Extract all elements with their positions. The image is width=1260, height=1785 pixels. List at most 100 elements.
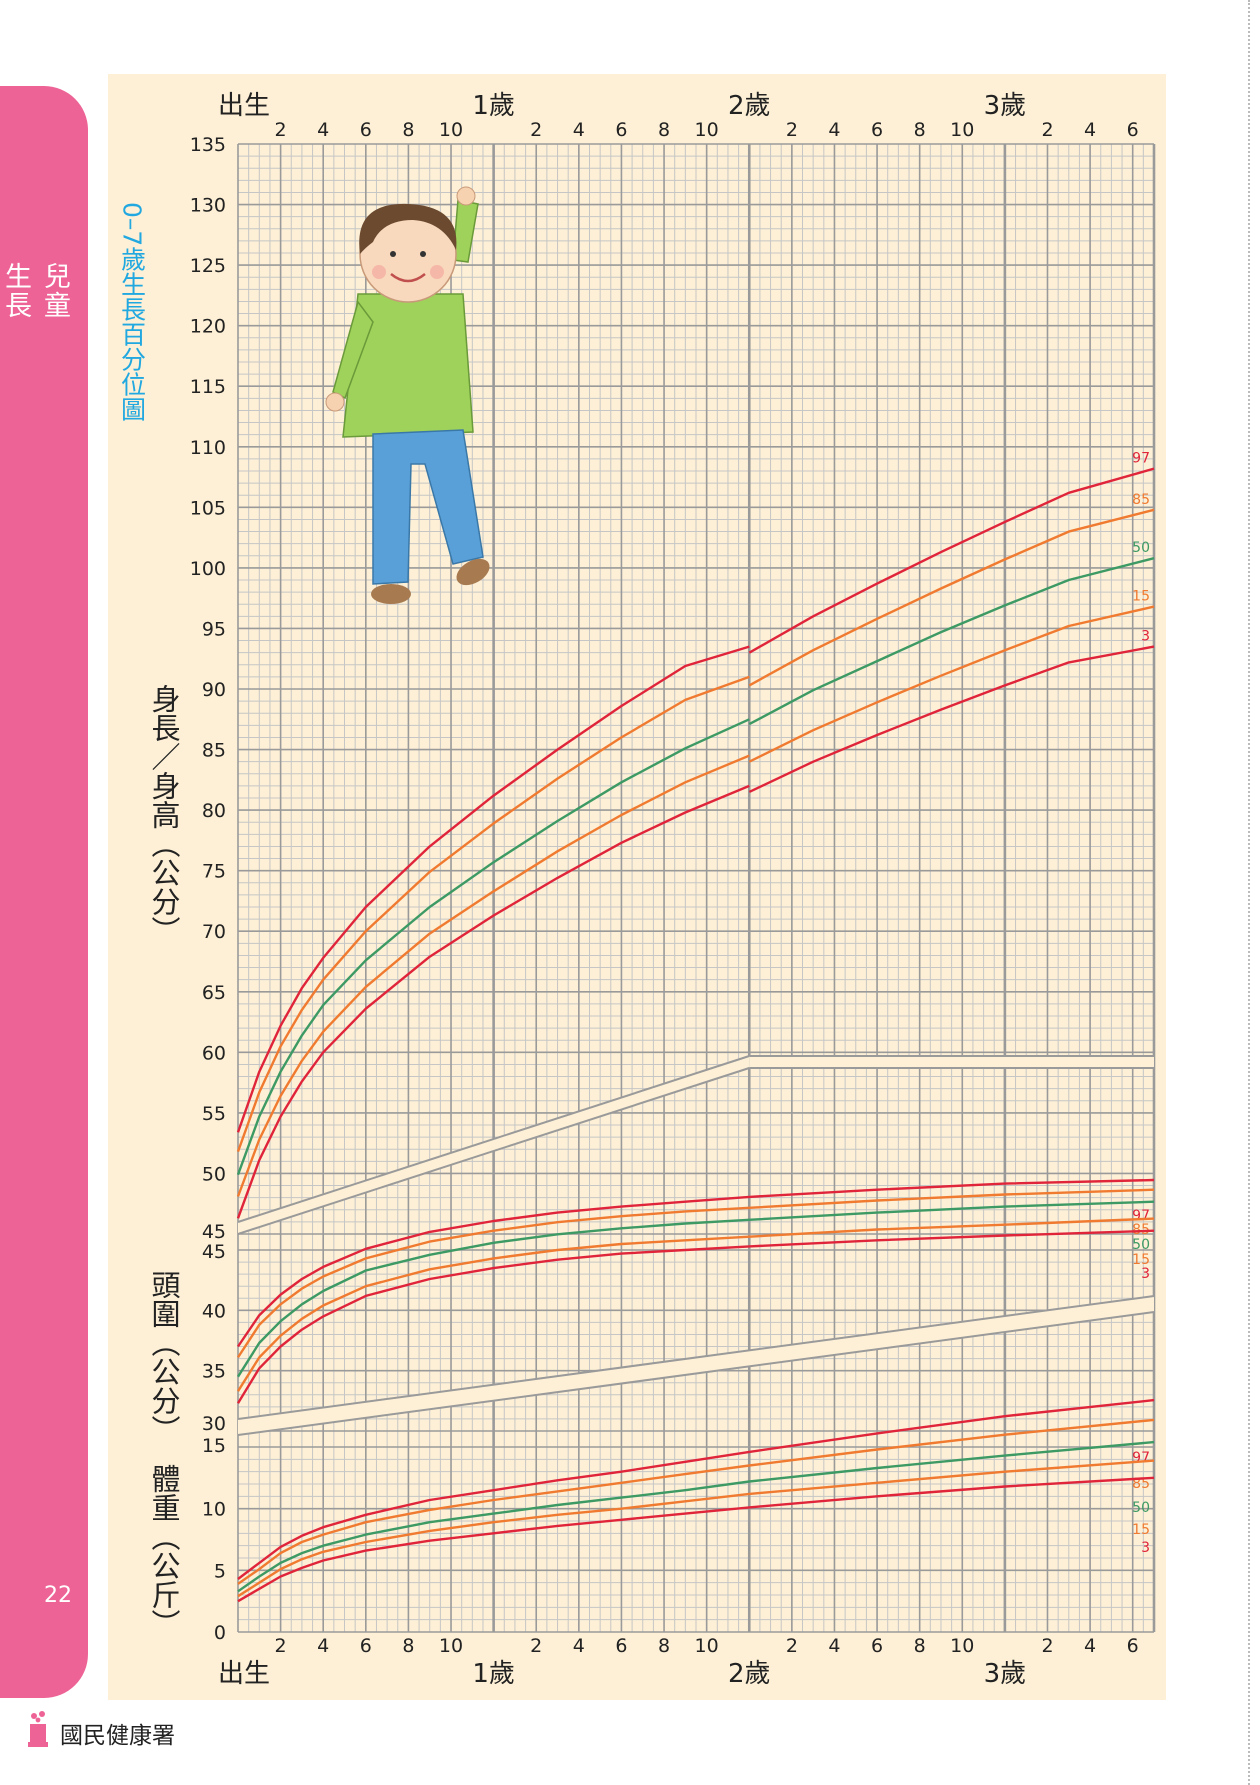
separator-ribbon-left-fill [238, 1056, 750, 1234]
length-axis-label: 身長／身高（公分） [147, 684, 181, 945]
x-tick-label-top: 2 [786, 119, 798, 141]
x-tick-label-bottom: 10 [695, 1635, 719, 1657]
boy-left-cheek [372, 265, 386, 279]
x-tick-label-bottom: 6 [360, 1635, 372, 1657]
length-percentile-label-3: 3 [1141, 629, 1150, 645]
head-curve-p85 [236, 1188, 1155, 1359]
x-tick-label-bottom: 10 [439, 1635, 463, 1657]
weight-percentile-label-15: 15 [1132, 1522, 1150, 1538]
weight-curve-p3 [237, 1476, 1155, 1603]
age-label-top: 出生 [218, 91, 270, 121]
x-tick-label-top: 10 [950, 119, 974, 141]
sidebar-tab [0, 86, 88, 1698]
head-y-tick-label: 40 [202, 1300, 226, 1322]
age-label-bottom: 出生 [218, 1659, 270, 1689]
x-tick-label-top: 2 [275, 119, 287, 141]
x-tick-label-top: 2 [530, 119, 542, 141]
length-percentile-label-15: 15 [1132, 589, 1150, 605]
weight-curve-p15 [237, 1459, 1155, 1598]
weight-percentile-label-50: 50 [1132, 1500, 1150, 1516]
weight-percentile-label-3: 3 [1141, 1540, 1150, 1556]
x-tick-label-top: 8 [658, 119, 670, 141]
length-curve-p97 [748, 467, 1155, 654]
length-y-tick-label: 110 [190, 437, 226, 459]
length-curve-p50 [748, 557, 1155, 726]
boy-smile [390, 273, 426, 283]
length-y-tick-label: 100 [190, 558, 226, 580]
x-tick-label-top: 6 [615, 119, 627, 141]
length-curve-p3 [748, 645, 1155, 793]
weight-curve-p97 [237, 1398, 1155, 1580]
head-percentile-label-15: 15 [1132, 1252, 1150, 1268]
age-label-top: 1歲 [472, 91, 515, 121]
x-tick-label-top: 10 [439, 119, 463, 141]
boy-right-cheek [430, 265, 444, 279]
x-tick-label-top: 6 [360, 119, 372, 141]
length-y-tick-label: 135 [190, 134, 226, 156]
x-tick-label-bottom: 8 [402, 1635, 414, 1657]
boy-hand [456, 186, 476, 206]
page-number: 22 [44, 1583, 72, 1608]
head-percentile-label-50: 50 [1132, 1237, 1150, 1253]
boy-right-eye [420, 251, 426, 257]
x-tick-label-bottom: 2 [530, 1635, 542, 1657]
length-y-tick-label: 105 [190, 497, 226, 519]
x-tick-label-top: 4 [828, 119, 840, 141]
length-curve-p85 [748, 508, 1155, 687]
x-tick-label-bottom: 8 [914, 1635, 926, 1657]
boy-hair [359, 203, 457, 254]
head-y-tick-label: 30 [202, 1413, 226, 1435]
length-y-tick-label: 130 [190, 195, 226, 217]
head-curve-p15 [236, 1217, 1155, 1392]
separator-ribbon-left-edge [237, 1055, 750, 1223]
length-y-tick-label: 90 [202, 679, 226, 701]
x-tick-label-top: 6 [1127, 119, 1139, 141]
length-y-tick-label: 115 [190, 376, 226, 398]
x-tick-label-bottom: 8 [658, 1635, 670, 1657]
length-y-tick-label: 55 [202, 1103, 226, 1125]
weight-y-tick-label: 10 [202, 1499, 226, 1521]
length-y-tick-label: 75 [202, 861, 226, 883]
age-label-bottom: 3歲 [984, 1659, 1027, 1689]
head-curve-p3 [236, 1229, 1155, 1404]
separator-ribbon-left-edge [237, 1067, 750, 1235]
head-curve-p97 [237, 1178, 1155, 1348]
x-tick-label-bottom: 4 [573, 1635, 585, 1657]
x-tick-label-bottom: 2 [275, 1635, 287, 1657]
x-tick-label-bottom: 4 [1084, 1635, 1096, 1657]
head-axis-label: 頭圍（公分） [147, 1270, 181, 1444]
x-tick-label-bottom: 4 [317, 1635, 329, 1657]
boy-left-shoe [371, 584, 411, 604]
age-label-top: 2歲 [728, 91, 771, 121]
x-tick-label-top: 4 [317, 119, 329, 141]
x-tick-label-bottom: 6 [1127, 1635, 1139, 1657]
chart-subtitle: 0–7歲生長百分位圖 [118, 202, 147, 421]
length-percentile-label-50: 50 [1132, 540, 1150, 556]
length-y-tick-label: 125 [190, 255, 226, 277]
weight-y-tick-label: 15 [202, 1435, 226, 1457]
sidebar-title: 兒童生長曲線百分位圖（男孩） [0, 262, 70, 320]
boy-left-arm [332, 300, 374, 400]
weight-axis-label: 體重（公斤） [147, 1464, 181, 1638]
age-label-top: 3歲 [984, 91, 1027, 121]
length-y-tick-label: 50 [202, 1163, 226, 1185]
boy-illustration [325, 186, 490, 604]
head-y-tick-label: 45 [202, 1241, 226, 1263]
weight-y-tick-label: 5 [214, 1560, 226, 1582]
head-percentile-label-3: 3 [1141, 1266, 1150, 1282]
growth-chart-panel: 97 85 50 15 3 97 85 50 15 3 97 85 50 15 3 45 50 55 60 65 70 7… [108, 74, 1166, 1700]
separator-ribbon-lower-fill [238, 1296, 1154, 1435]
x-tick-label-bottom: 10 [950, 1635, 974, 1657]
sidebar-title-text: 兒童生長曲線百分位圖（男孩） [0, 262, 70, 320]
x-tick-label-bottom: 2 [1041, 1635, 1053, 1657]
length-percentile-label-85: 85 [1132, 492, 1150, 508]
page-edge-dotted-line [1248, 0, 1250, 1785]
boy-left-eye [390, 251, 396, 257]
separator-ribbon-lower-edge [237, 1295, 1155, 1420]
weight-curve-p85 [237, 1418, 1155, 1585]
x-tick-label-top: 6 [871, 119, 883, 141]
head-curve-p50 [236, 1200, 1155, 1378]
length-y-tick-label: 65 [202, 982, 226, 1004]
footer-org-name: 國民健康署 [60, 1723, 175, 1749]
weight-curve-p50 [237, 1440, 1155, 1593]
